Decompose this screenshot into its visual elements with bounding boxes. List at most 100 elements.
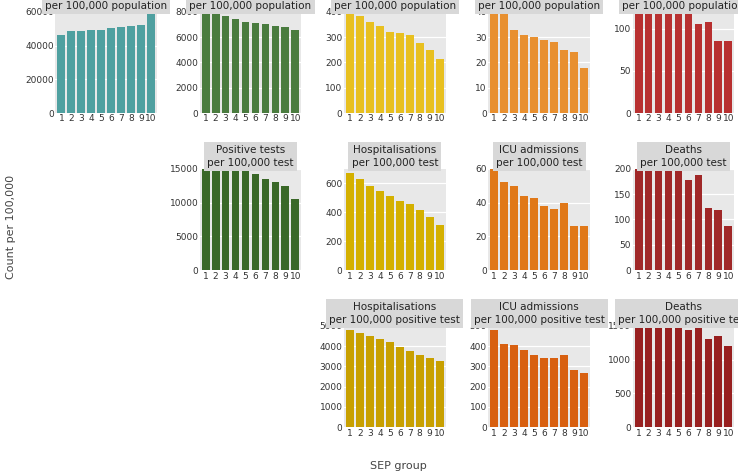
Bar: [241, 22, 249, 113]
Bar: [675, 312, 683, 427]
Bar: [366, 22, 374, 113]
Text: Count per 100,000: Count per 100,000: [6, 175, 16, 278]
Bar: [655, 10, 663, 113]
Bar: [376, 339, 384, 427]
Bar: [655, 325, 663, 427]
Bar: [645, 322, 652, 427]
Bar: [635, 164, 643, 270]
Bar: [356, 333, 364, 427]
Bar: [426, 358, 434, 427]
Bar: [491, 9, 498, 113]
Bar: [396, 34, 404, 113]
Bar: [714, 42, 723, 113]
Bar: [540, 40, 548, 113]
Bar: [376, 26, 384, 113]
Bar: [714, 336, 723, 427]
Bar: [491, 330, 498, 427]
Bar: [221, 166, 230, 270]
Title: Deaths
per 100,000 positive test: Deaths per 100,000 positive test: [618, 302, 738, 325]
Bar: [356, 179, 364, 270]
Bar: [281, 185, 289, 270]
Bar: [655, 163, 663, 270]
Bar: [635, 8, 643, 113]
Bar: [665, 319, 672, 427]
Bar: [426, 217, 434, 270]
Bar: [117, 27, 125, 113]
Title: Positive tests
per 100,000 test: Positive tests per 100,000 test: [207, 145, 294, 168]
Bar: [694, 322, 703, 427]
Bar: [201, 6, 210, 113]
Bar: [272, 182, 279, 270]
Bar: [406, 34, 414, 113]
Bar: [426, 50, 434, 113]
Bar: [560, 355, 568, 427]
Title: ICU admissions
per 100,000 population: ICU admissions per 100,000 population: [478, 0, 600, 11]
Bar: [386, 32, 394, 113]
Bar: [500, 344, 508, 427]
Bar: [685, 180, 692, 270]
Bar: [665, 14, 672, 113]
Bar: [346, 330, 354, 427]
Bar: [551, 358, 558, 427]
Bar: [491, 162, 498, 270]
Bar: [511, 30, 518, 113]
Bar: [212, 163, 219, 270]
Bar: [396, 347, 404, 427]
Bar: [725, 226, 732, 270]
Bar: [107, 28, 115, 113]
Bar: [531, 37, 538, 113]
Bar: [580, 67, 588, 113]
Bar: [435, 361, 444, 427]
Bar: [635, 327, 643, 427]
Bar: [551, 210, 558, 270]
Bar: [511, 345, 518, 427]
Bar: [725, 346, 732, 427]
Title: Hospitalisations
per 100,000 test: Hospitalisations per 100,000 test: [351, 145, 438, 168]
Bar: [58, 35, 65, 113]
Bar: [531, 355, 538, 427]
Bar: [520, 350, 528, 427]
Bar: [201, 155, 210, 270]
Title: Total tests
per 100,000 population: Total tests per 100,000 population: [45, 0, 168, 11]
Bar: [580, 373, 588, 427]
Bar: [714, 211, 723, 270]
Title: ICU admissions
per 100,000 positive test: ICU admissions per 100,000 positive test: [474, 302, 604, 325]
Bar: [252, 174, 259, 270]
Bar: [292, 199, 299, 270]
Bar: [415, 355, 424, 427]
Bar: [386, 342, 394, 427]
Bar: [272, 26, 279, 113]
Title: Deaths
per 100,000 test: Deaths per 100,000 test: [641, 145, 727, 168]
Bar: [540, 358, 548, 427]
Bar: [252, 23, 259, 113]
Bar: [366, 186, 374, 270]
Bar: [705, 22, 712, 113]
Bar: [500, 12, 508, 113]
Bar: [212, 12, 219, 113]
Title: Positive tests
per 100,000 population: Positive tests per 100,000 population: [190, 0, 311, 11]
Bar: [241, 170, 249, 270]
Bar: [685, 330, 692, 427]
Bar: [346, 9, 354, 113]
Bar: [435, 59, 444, 113]
Bar: [232, 19, 239, 113]
Bar: [292, 30, 299, 113]
Bar: [560, 202, 568, 270]
Bar: [261, 179, 269, 270]
Bar: [281, 27, 289, 113]
Bar: [645, 160, 652, 270]
Bar: [386, 196, 394, 270]
Bar: [127, 26, 135, 113]
Title: Hospitalisations
per 100,000 population: Hospitalisations per 100,000 population: [334, 0, 456, 11]
Bar: [232, 168, 239, 270]
Bar: [694, 25, 703, 113]
Title: ICU admissions
per 100,000 test: ICU admissions per 100,000 test: [496, 145, 582, 168]
Bar: [415, 43, 424, 113]
Bar: [435, 225, 444, 270]
Bar: [705, 339, 712, 427]
Bar: [137, 25, 145, 113]
Bar: [415, 210, 424, 270]
Bar: [570, 52, 578, 113]
Title: Hospitalisations
per 100,000 positive test: Hospitalisations per 100,000 positive te…: [329, 302, 461, 325]
Bar: [531, 197, 538, 270]
